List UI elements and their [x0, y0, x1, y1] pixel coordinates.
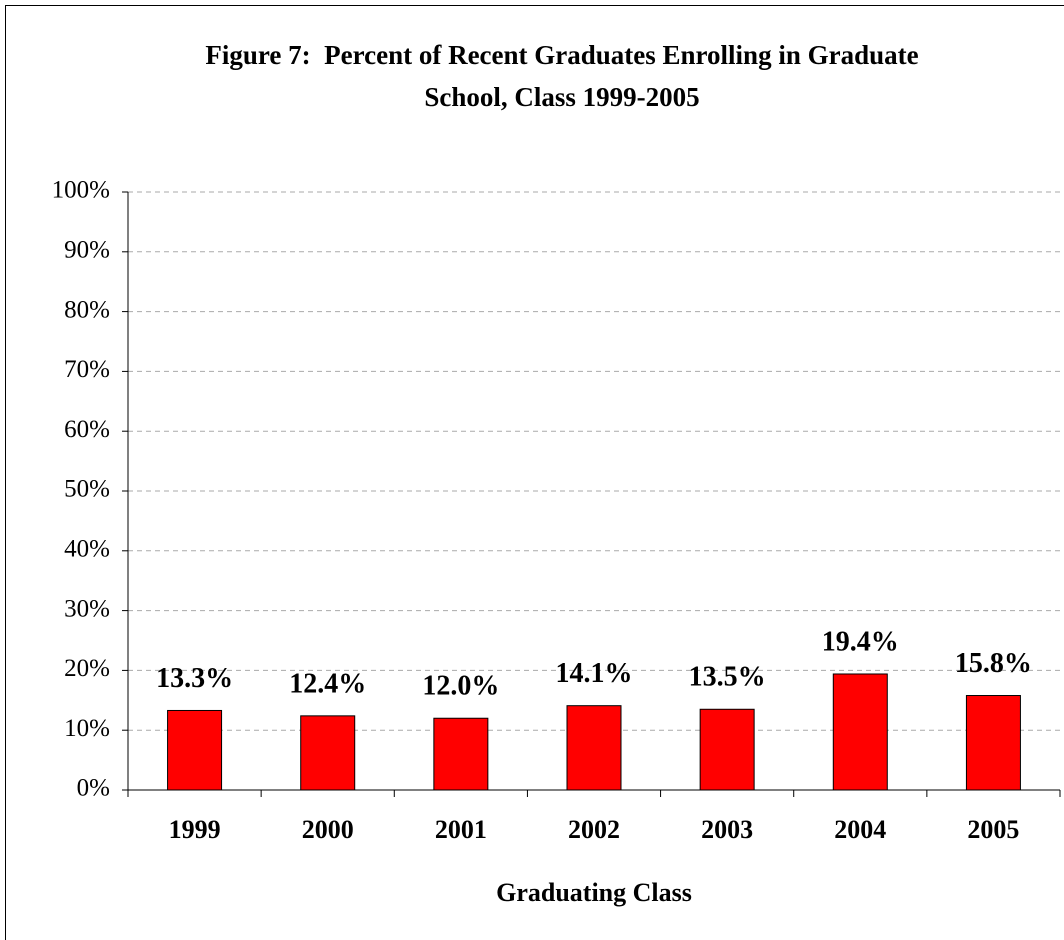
x-tick-label: 2003 — [701, 815, 753, 844]
value-label: 13.3% — [156, 663, 233, 694]
bar — [699, 708, 755, 791]
bar — [965, 695, 1021, 791]
chart-title: Figure 7: Percent of Recent Graduates En… — [205, 40, 918, 70]
y-tick-label: 70% — [64, 356, 110, 383]
x-tick-label: 2001 — [435, 815, 487, 844]
y-tick-label: 0% — [77, 775, 110, 802]
value-label: 15.8% — [955, 648, 1032, 679]
x-tick-label: 2000 — [302, 815, 354, 844]
x-tick-label: 2002 — [568, 815, 620, 844]
value-label: 14.1% — [556, 658, 633, 689]
y-tick-label: 40% — [64, 536, 110, 563]
chart-frame — [5, 5, 1064, 940]
y-tick-label: 80% — [64, 296, 110, 323]
x-axis-label: Graduating Class — [496, 878, 692, 907]
x-tick-label: 1999 — [169, 815, 221, 844]
bar — [566, 705, 622, 791]
bar — [832, 673, 888, 791]
bar — [300, 715, 356, 791]
y-tick-label: 90% — [64, 237, 110, 264]
value-label: 12.4% — [289, 668, 366, 699]
bar — [167, 709, 223, 791]
value-label: 19.4% — [822, 626, 899, 657]
y-tick-label: 20% — [64, 655, 110, 682]
chart-title: School, Class 1999-2005 — [424, 82, 699, 112]
value-label: 12.0% — [422, 671, 499, 702]
y-tick-label: 100% — [52, 177, 110, 204]
y-tick-label: 50% — [64, 476, 110, 503]
y-tick-label: 30% — [64, 595, 110, 622]
x-tick-label: 2005 — [967, 815, 1019, 844]
x-tick-label: 2004 — [834, 815, 886, 844]
value-label: 13.5% — [689, 662, 766, 693]
bar — [433, 717, 489, 791]
y-tick-label: 10% — [64, 715, 110, 742]
y-tick-label: 60% — [64, 416, 110, 443]
